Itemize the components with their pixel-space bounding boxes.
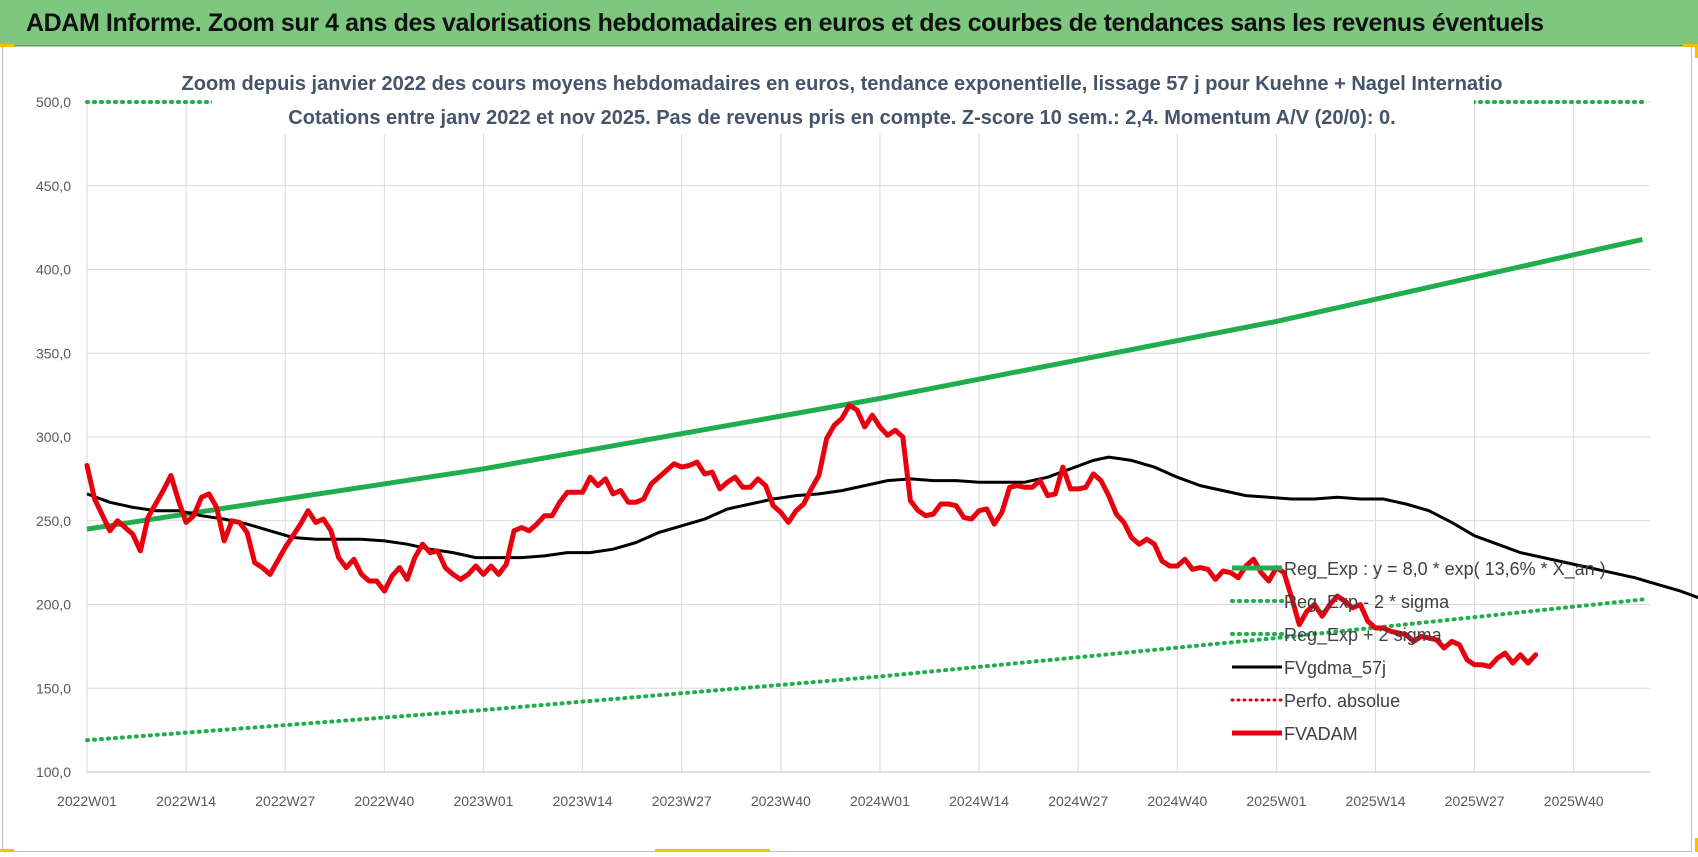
y-tick-label: 450,0 [36,178,71,194]
series-fvgdma-57j [86,455,1698,600]
legend-label: Perfo. absolue [1284,691,1400,711]
chart-title-background [212,62,1474,134]
series-reg-exp [86,236,1643,532]
frame-corner-marker [1695,838,1698,852]
x-tick-label: 2024W01 [850,793,910,809]
frame-corner-marker [655,849,770,851]
x-tick-label: 2025W14 [1346,793,1406,809]
frame-corner-marker [1683,44,1697,47]
series-fvadam [84,402,1539,669]
y-tick-label: 150,0 [36,680,71,696]
banner-title: ADAM Informe. Zoom sur 4 ans des valoris… [26,9,1544,37]
x-tick-label: 2022W40 [354,793,414,809]
frame-corner-marker [0,44,14,47]
y-tick-label: 500,0 [36,94,71,110]
y-tick-label: 100,0 [36,764,71,780]
x-tick-label: 2022W01 [57,793,117,809]
y-tick-label: 400,0 [36,262,71,278]
title-banner: ADAM Informe. Zoom sur 4 ans des valoris… [0,0,1698,46]
series-reg-exp-minus-2-sigma [85,597,1645,743]
x-tick-label: 2024W27 [1048,793,1108,809]
frame-corner-marker [0,849,14,852]
y-tick-label: 350,0 [36,345,71,361]
x-tick-label: 2023W27 [652,793,712,809]
legend-label: Reg_Exp - 2 * sigma [1284,592,1450,613]
x-tick-label: 2023W01 [453,793,513,809]
frame-corner-marker [1695,44,1698,58]
x-tick-label: 2025W01 [1246,793,1306,809]
x-tick-label: 2022W14 [156,793,216,809]
legend-label: Reg_Exp + 2 sigma [1284,625,1443,646]
legend-label: FVgdma_57j [1284,658,1386,679]
y-tick-label: 250,0 [36,513,71,529]
x-tick-label: 2025W40 [1544,793,1604,809]
x-tick-label: 2025W27 [1445,793,1505,809]
legend-label: FVADAM [1284,724,1358,744]
legend-label: Reg_Exp : y = 8,0 * exp( 13,6% * X_an ) [1284,559,1606,580]
x-tick-label: 2023W40 [751,793,811,809]
chart-title-line: Zoom depuis janvier 2022 des cours moyen… [182,73,1503,95]
y-tick-label: 200,0 [36,597,71,613]
x-tick-label: 2024W14 [949,793,1009,809]
x-tick-label: 2024W40 [1147,793,1207,809]
x-tick-label: 2022W27 [255,793,315,809]
y-tick-label: 300,0 [36,429,71,445]
chart-title-line: Cotations entre janv 2022 et nov 2025. P… [288,107,1395,129]
chart-frame [2,46,1692,852]
x-tick-label: 2023W14 [553,793,613,809]
